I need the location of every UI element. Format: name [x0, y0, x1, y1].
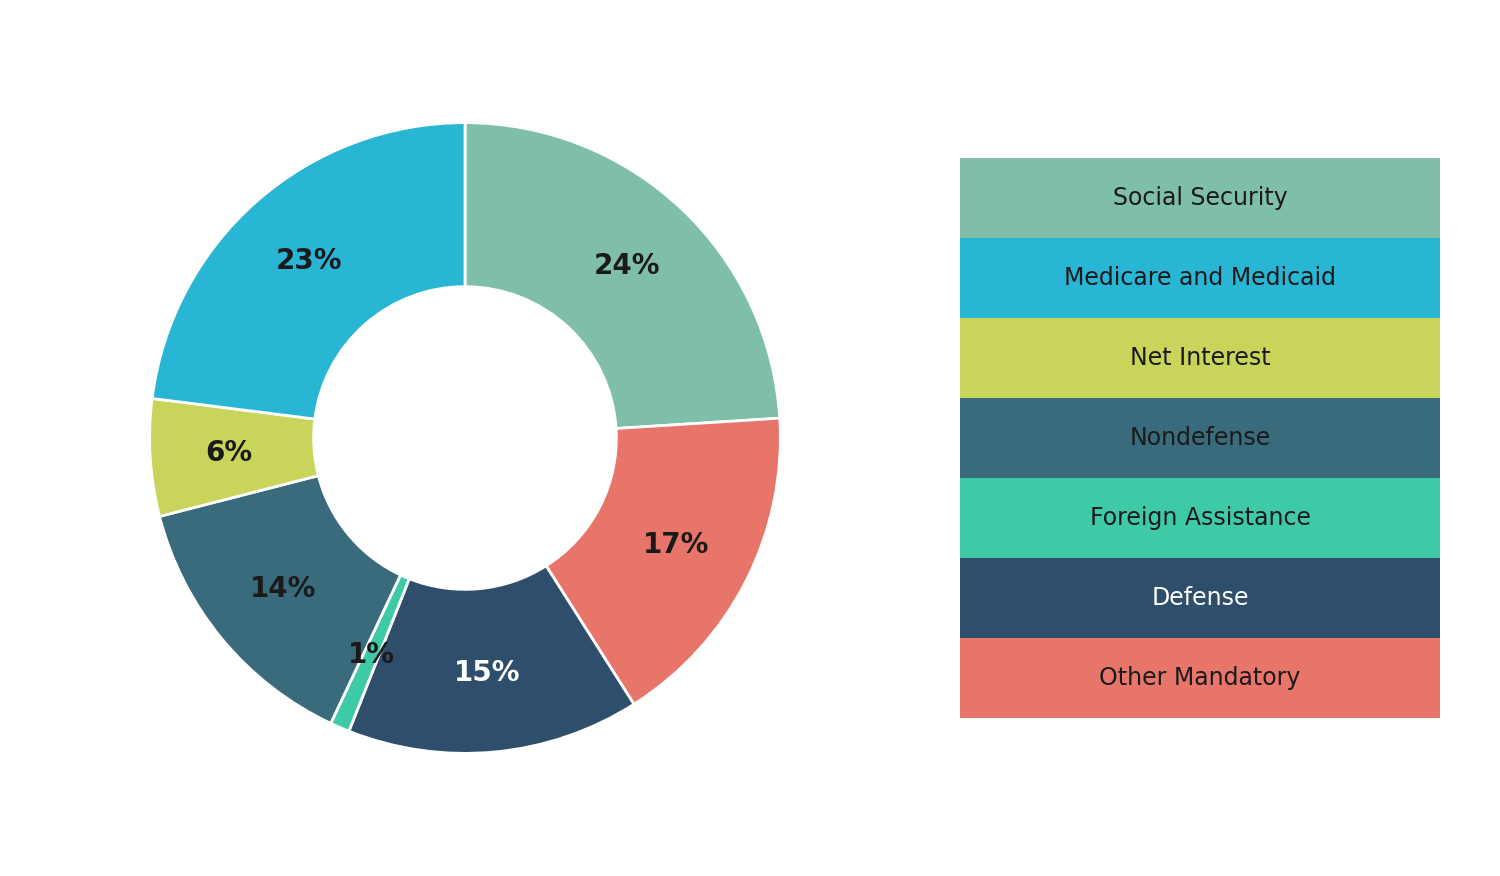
- Wedge shape: [546, 418, 780, 704]
- Text: 1%: 1%: [348, 641, 394, 669]
- Wedge shape: [465, 123, 780, 428]
- Text: Nondefense: Nondefense: [1130, 426, 1270, 450]
- Text: 14%: 14%: [249, 575, 316, 603]
- Text: Foreign Assistance: Foreign Assistance: [1089, 506, 1311, 530]
- Text: Net Interest: Net Interest: [1130, 346, 1270, 370]
- Text: Social Security: Social Security: [1113, 186, 1287, 209]
- Text: Other Mandatory: Other Mandatory: [1100, 667, 1300, 690]
- Text: 23%: 23%: [276, 246, 342, 274]
- Wedge shape: [350, 566, 634, 753]
- Text: 17%: 17%: [642, 532, 710, 560]
- Text: 15%: 15%: [454, 660, 520, 688]
- Text: 24%: 24%: [594, 251, 660, 279]
- Text: 6%: 6%: [206, 439, 252, 467]
- Wedge shape: [330, 575, 410, 731]
- Wedge shape: [152, 123, 465, 419]
- Text: Defense: Defense: [1152, 586, 1248, 611]
- Wedge shape: [150, 399, 318, 517]
- Wedge shape: [159, 476, 401, 724]
- Text: Medicare and Medicaid: Medicare and Medicaid: [1064, 265, 1336, 290]
